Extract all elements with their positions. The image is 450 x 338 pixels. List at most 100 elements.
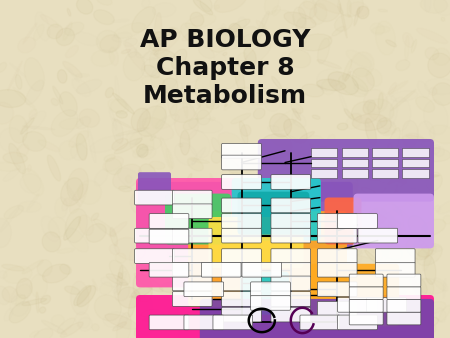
- Ellipse shape: [153, 213, 168, 225]
- Ellipse shape: [342, 60, 352, 80]
- Ellipse shape: [315, 146, 332, 166]
- FancyBboxPatch shape: [387, 287, 421, 299]
- FancyBboxPatch shape: [201, 262, 241, 277]
- Ellipse shape: [396, 310, 412, 322]
- FancyBboxPatch shape: [222, 262, 261, 277]
- Ellipse shape: [74, 286, 91, 306]
- Ellipse shape: [105, 88, 113, 98]
- Ellipse shape: [53, 86, 63, 104]
- Ellipse shape: [211, 259, 218, 267]
- FancyBboxPatch shape: [342, 159, 368, 167]
- Ellipse shape: [239, 26, 261, 45]
- Ellipse shape: [227, 269, 248, 289]
- FancyBboxPatch shape: [271, 276, 310, 291]
- Ellipse shape: [337, 293, 367, 319]
- Ellipse shape: [388, 173, 398, 185]
- Ellipse shape: [49, 217, 67, 237]
- FancyBboxPatch shape: [136, 182, 353, 248]
- FancyBboxPatch shape: [149, 214, 189, 228]
- Ellipse shape: [201, 237, 219, 256]
- Ellipse shape: [382, 315, 407, 332]
- Ellipse shape: [424, 255, 436, 284]
- Ellipse shape: [369, 208, 387, 225]
- FancyBboxPatch shape: [271, 307, 310, 322]
- Ellipse shape: [187, 173, 192, 183]
- Ellipse shape: [166, 149, 174, 168]
- Ellipse shape: [153, 31, 164, 45]
- FancyBboxPatch shape: [271, 198, 310, 213]
- Ellipse shape: [236, 253, 261, 272]
- FancyBboxPatch shape: [349, 312, 383, 325]
- FancyBboxPatch shape: [402, 148, 428, 156]
- Ellipse shape: [249, 250, 267, 259]
- FancyBboxPatch shape: [240, 272, 289, 315]
- FancyBboxPatch shape: [349, 299, 383, 312]
- Ellipse shape: [347, 282, 360, 311]
- FancyBboxPatch shape: [372, 169, 398, 178]
- Ellipse shape: [114, 138, 142, 154]
- Ellipse shape: [416, 97, 435, 112]
- Ellipse shape: [386, 40, 396, 47]
- Ellipse shape: [97, 0, 112, 5]
- Ellipse shape: [372, 161, 383, 179]
- Ellipse shape: [378, 93, 383, 110]
- Ellipse shape: [386, 275, 397, 285]
- Ellipse shape: [317, 79, 346, 91]
- Ellipse shape: [119, 186, 132, 192]
- Ellipse shape: [47, 24, 63, 39]
- Ellipse shape: [138, 164, 157, 190]
- FancyBboxPatch shape: [358, 228, 398, 243]
- Ellipse shape: [138, 199, 151, 206]
- Ellipse shape: [361, 187, 376, 195]
- Ellipse shape: [23, 131, 46, 151]
- Ellipse shape: [258, 244, 266, 252]
- FancyBboxPatch shape: [387, 274, 421, 287]
- Ellipse shape: [70, 184, 87, 214]
- Ellipse shape: [118, 287, 140, 308]
- FancyBboxPatch shape: [165, 194, 231, 244]
- Ellipse shape: [167, 252, 184, 270]
- Ellipse shape: [0, 90, 26, 107]
- FancyBboxPatch shape: [222, 228, 261, 243]
- Ellipse shape: [284, 12, 316, 28]
- Ellipse shape: [433, 48, 450, 65]
- FancyBboxPatch shape: [135, 190, 174, 205]
- FancyBboxPatch shape: [271, 292, 310, 306]
- Ellipse shape: [292, 108, 301, 120]
- Ellipse shape: [216, 187, 234, 202]
- Ellipse shape: [239, 176, 257, 196]
- Ellipse shape: [408, 215, 428, 238]
- Ellipse shape: [133, 273, 153, 302]
- Ellipse shape: [60, 322, 83, 337]
- FancyBboxPatch shape: [222, 175, 261, 189]
- Text: AP BIOLOGY: AP BIOLOGY: [140, 28, 310, 52]
- Ellipse shape: [346, 286, 353, 299]
- Ellipse shape: [288, 50, 310, 68]
- Ellipse shape: [388, 219, 401, 236]
- Ellipse shape: [180, 130, 190, 155]
- Ellipse shape: [225, 172, 249, 196]
- FancyBboxPatch shape: [172, 204, 212, 219]
- FancyBboxPatch shape: [135, 228, 174, 243]
- Ellipse shape: [217, 273, 238, 287]
- Ellipse shape: [291, 103, 303, 114]
- Ellipse shape: [333, 297, 342, 314]
- Ellipse shape: [411, 325, 436, 338]
- Ellipse shape: [153, 31, 181, 55]
- Ellipse shape: [297, 281, 306, 298]
- Ellipse shape: [332, 159, 341, 168]
- FancyBboxPatch shape: [213, 315, 252, 330]
- FancyBboxPatch shape: [222, 249, 261, 263]
- Ellipse shape: [22, 298, 46, 306]
- Ellipse shape: [314, 0, 341, 22]
- Ellipse shape: [118, 272, 122, 279]
- Ellipse shape: [393, 154, 410, 187]
- FancyBboxPatch shape: [271, 228, 310, 243]
- Ellipse shape: [345, 71, 351, 81]
- Ellipse shape: [419, 236, 436, 255]
- Ellipse shape: [441, 17, 445, 21]
- Ellipse shape: [216, 195, 235, 213]
- Ellipse shape: [285, 157, 288, 160]
- Ellipse shape: [351, 101, 379, 123]
- Ellipse shape: [285, 162, 311, 171]
